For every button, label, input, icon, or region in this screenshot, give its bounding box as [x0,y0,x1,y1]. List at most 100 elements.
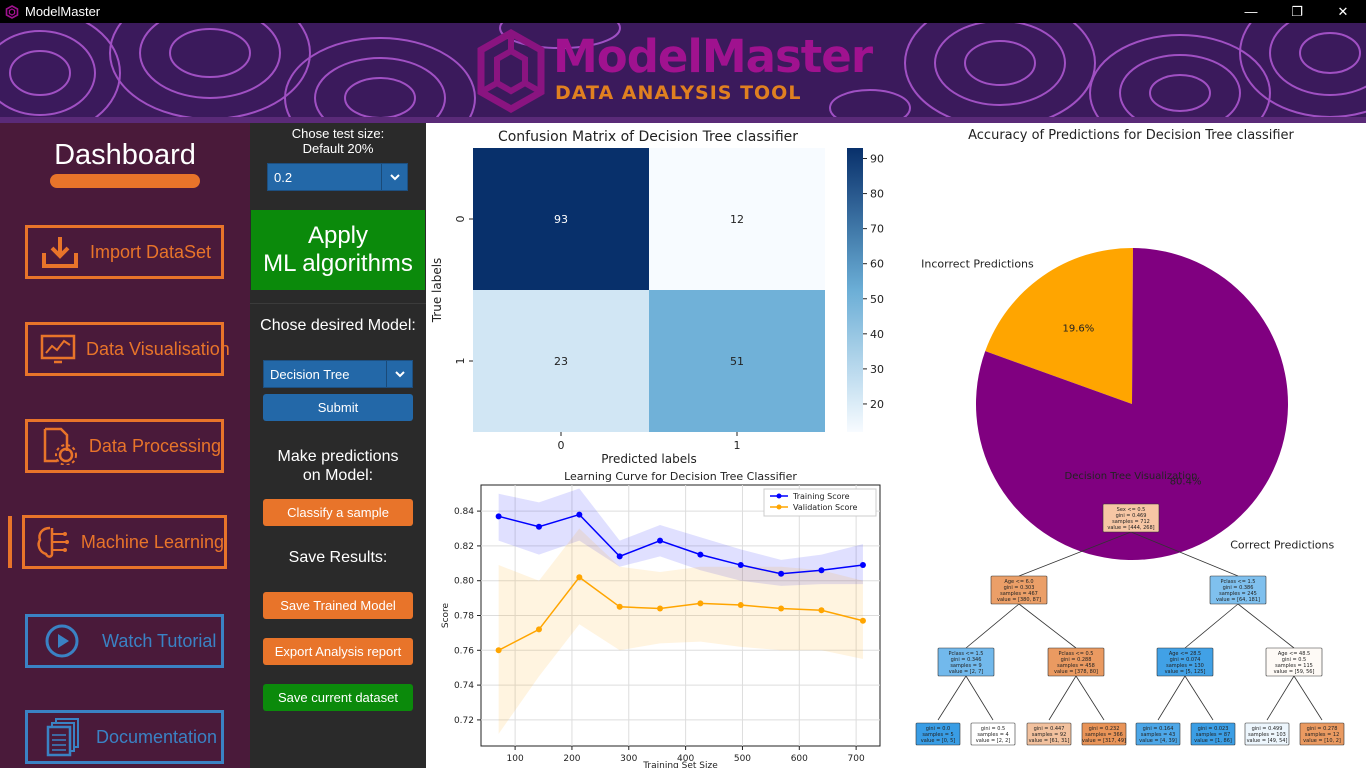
save-current-dataset-button[interactable]: Save current dataset [263,684,413,711]
tree-node-text: value = [1, 86] [1194,738,1232,744]
documentation-button[interactable]: Documentation [25,710,224,764]
tree-node [990,575,1048,605]
tree-node-text: value = [378, 80] [1054,669,1098,675]
heatmap-cell [473,148,649,290]
classify-sample-button[interactable]: Classify a sample [263,499,413,526]
data-point [697,600,704,607]
tree-title: Decision Tree Visualization [1065,471,1198,482]
tree-node [1265,647,1323,677]
tree-node-text: value = [61, 31] [1029,738,1070,744]
banner: ModelMaster DATA ANALYSIS TOOL [0,23,1366,117]
tree-edge [1018,603,1077,649]
window-title: ModelMaster [25,4,101,19]
tree-edge [965,675,994,721]
y-tick-label: 0.84 [454,507,474,517]
machine-learning-button[interactable]: Machine Learning [22,515,227,569]
tree-node-text: samples = 92 [1032,732,1067,738]
y-axis-label: True labels [430,258,444,324]
banner-contour-pattern [0,23,1366,117]
tree-node-text: samples = 458 [1057,663,1095,669]
colorbar-tick-label: 90 [870,153,884,166]
chevron-down-icon [386,361,412,387]
tree-edge [1266,675,1295,721]
pie-value-label: 80.4% [1170,477,1202,488]
heatmap-cell [473,290,649,432]
data-point [576,511,583,518]
x-tick-label: 200 [563,754,580,764]
x-tick-label: 100 [507,754,524,764]
watch-tutorial-button[interactable]: Watch Tutorial [25,614,224,668]
legend-label: Training Score [792,492,850,501]
colorbar-tick-label: 40 [870,328,884,341]
export-analysis-report-button[interactable]: Export Analysis report [263,638,413,665]
tree-node-text: value = [59, 56] [1274,669,1315,675]
tree-edge [937,675,967,721]
test-size-select[interactable]: 0.2 [267,163,408,191]
dashboard-title: Dashboard [54,139,196,171]
tree-node-text: value = [5, 125] [1165,669,1206,675]
maximize-button[interactable]: ❐ [1291,3,1303,19]
dashboard-underline [50,174,200,188]
data-point [818,567,825,574]
learning-curve-title: Learning Curve for Decision Tree Classif… [564,470,797,483]
tree-edge [1293,675,1323,721]
tree-edge [1184,603,1239,649]
y-axis-label: Score [441,602,451,628]
tree-node [1026,722,1072,746]
tree-node-text: samples = 467 [1000,591,1038,597]
y-tick-label: 0.80 [454,577,474,587]
banner-subtitle: DATA ANALYSIS TOOL [555,82,802,104]
model-select[interactable]: Decision Tree [263,360,413,388]
tree-node [937,647,995,677]
colorbar [847,148,863,432]
x-tick-label: 700 [848,754,865,764]
model-label: Chose desired Model: [260,317,416,334]
tree-edge [1184,675,1214,721]
tree-edge [1237,603,1295,649]
play-icon [42,621,82,661]
tree-node-text: gini = 0.386 [1223,585,1254,591]
y-tick-label: 0.74 [454,681,474,691]
data-point [495,647,502,654]
minimize-button[interactable]: — [1244,4,1258,19]
colorbar-tick-label: 50 [870,293,884,306]
tree-node [1102,503,1160,533]
tree-node-text: samples = 12 [1305,732,1340,738]
banner-title: ModelMaster [553,30,873,83]
y-tick-label: 0.72 [454,716,474,726]
submit-button[interactable]: Submit [263,394,413,421]
tree-node-text: value = [64, 181] [1216,597,1260,603]
app-logo-icon [5,4,19,19]
model-value: Decision Tree [270,366,350,382]
import-icon [40,232,80,272]
tree-node-text: gini = 0.164 [1143,726,1174,732]
tree-node [1299,722,1345,746]
test-size-value: 0.2 [274,169,293,185]
tree-node-text: samples = 5 [922,732,953,738]
heatmap-cell-label: 23 [554,355,568,368]
data-point [859,562,866,569]
save-trained-model-button[interactable]: Save Trained Model [263,592,413,619]
series-confidence-band [498,488,863,586]
results-area: Confusion Matrix of Decision Tree classi… [426,123,1366,768]
close-button[interactable]: ✕ [1337,3,1349,19]
x-tick-label: 500 [734,754,751,764]
legend-marker [776,493,782,499]
brand-logo-icon [477,29,545,113]
import-dataset-button[interactable]: Import DataSet [25,225,224,279]
legend-box [763,488,877,517]
tree-node-text: Pclass <= 0.5 [1059,651,1094,657]
y-tick-label: 0.82 [454,542,474,552]
tree-node-text: gini = 0.499 [1252,726,1283,732]
data-point [859,617,866,624]
colorbar-tick-label: 20 [870,398,884,411]
tree-node-text: gini = 0.074 [1170,657,1201,663]
data-processing-button[interactable]: Data Processing [25,419,224,473]
apply-ml-algorithms-button[interactable]: Apply ML algorithms [251,210,425,290]
tree-node-text: samples = 9 [950,663,981,669]
pie-title: Accuracy of Predictions for Decision Tre… [968,128,1294,143]
data-visualisation-button[interactable]: Data Visualisation [25,322,230,376]
panel-separator [250,303,426,304]
tree-node [1209,575,1267,605]
tree-node [915,722,961,746]
